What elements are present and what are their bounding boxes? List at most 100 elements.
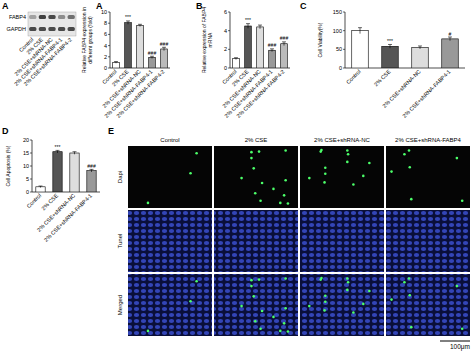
column-label: 2% CSE+shRNA-FABP4	[395, 137, 462, 143]
tunel-spot	[408, 277, 411, 280]
x-tick-label: 2% CSE+shRNA-FABP4-1	[103, 68, 153, 118]
tunel-spot	[461, 199, 464, 202]
significance: #	[449, 31, 452, 37]
tunel-spot	[403, 281, 406, 284]
band	[68, 27, 75, 31]
micrograph	[300, 210, 384, 272]
western-blot: FABP4GAPDHControl2% CSE2% CSE+shRNA-NC2%…	[2, 1, 76, 87]
y-tick	[108, 34, 110, 35]
bar	[382, 46, 399, 68]
error-bar	[114, 62, 118, 64]
error-cap	[418, 45, 422, 46]
error-bar	[358, 28, 362, 34]
tunel-spot	[410, 198, 413, 201]
tunel-spot	[346, 289, 349, 292]
error-bar	[138, 24, 142, 26]
tunel-spot	[250, 279, 253, 282]
row-label: Merged	[117, 295, 123, 315]
band	[58, 27, 65, 31]
error-bar	[126, 21, 130, 24]
tunel-spot	[254, 192, 257, 195]
tunel-spot	[258, 150, 261, 153]
x-tick-label: 2% CSE+shRNA-FABP4-1	[43, 192, 93, 242]
error-line	[284, 42, 285, 46]
tunel-spot	[284, 149, 287, 152]
tunel-spot	[323, 181, 326, 184]
tunel-spot	[346, 149, 349, 152]
bar-chart: D05101520Cell Apoptosis (%)Control***2% …	[2, 126, 100, 243]
significance: ###	[268, 42, 277, 48]
tunel-spot	[147, 330, 150, 333]
tunel-spot	[352, 311, 355, 314]
y-tick-label: 0	[224, 65, 227, 71]
tunel-spot	[189, 300, 192, 303]
tunel-spot	[319, 150, 322, 153]
y-axis-label: different groups (fold)	[87, 16, 93, 64]
tunel-spot	[408, 294, 411, 297]
micrograph	[128, 146, 212, 208]
tunel-spot	[403, 153, 406, 156]
error-bar	[73, 152, 77, 155]
x-tick-label: 2% CSE+shRNA-FABP4-1	[223, 68, 273, 118]
y-tick-label: 6	[104, 31, 107, 37]
error-line	[360, 28, 361, 34]
column-label: 2% CSE	[245, 137, 268, 143]
tunel-spot	[261, 182, 264, 185]
significance: ***	[387, 38, 393, 44]
y-tick-label: 0	[339, 65, 342, 71]
tunel-spot	[324, 172, 327, 175]
y-tick-label: 10	[101, 9, 107, 15]
y-tick	[30, 192, 32, 193]
tunel-spot	[259, 199, 262, 202]
tunel-spot	[362, 175, 365, 178]
tunel-spot	[323, 309, 326, 312]
tunel-spot	[408, 166, 411, 169]
error-cap	[90, 169, 94, 170]
y-tick-label: 0	[26, 189, 29, 195]
error-bar	[270, 49, 274, 52]
error-line	[128, 21, 129, 24]
error-cap	[270, 48, 274, 49]
error-cap	[162, 47, 166, 48]
tunel-spot	[252, 167, 255, 170]
bar	[352, 31, 369, 68]
significance: ***	[125, 14, 131, 20]
significance: ###	[87, 163, 96, 169]
y-tick-label: 8	[104, 20, 107, 26]
error-bar	[448, 37, 452, 41]
error-cap	[246, 23, 250, 24]
y-tick	[108, 23, 110, 24]
y-tick-label: 4	[104, 43, 107, 49]
band	[39, 15, 46, 19]
panel-label: C	[300, 1, 307, 11]
tunel-spot	[368, 162, 371, 165]
error-line	[57, 150, 58, 153]
panel-label: E	[108, 126, 114, 136]
tunel-spot	[308, 177, 311, 180]
band	[68, 15, 75, 19]
tunel-spot	[287, 202, 290, 205]
y-tick-label: 10	[23, 163, 29, 169]
micrograph	[214, 274, 298, 336]
error-cap	[56, 150, 60, 151]
tunel-spot	[287, 330, 290, 333]
error-line	[420, 46, 421, 49]
tunel-spot	[283, 322, 286, 325]
tunel-spot	[250, 151, 253, 154]
tunel-spot	[252, 295, 255, 298]
y-tick-label: 2	[104, 54, 107, 60]
tunel-spot	[456, 285, 459, 288]
tunel-spot	[324, 295, 327, 298]
y-axis	[110, 12, 111, 68]
y-tick	[343, 30, 345, 31]
tunel-spot	[408, 149, 411, 152]
lane-label: 2% CSE+shRNA-FABP4-2	[23, 36, 73, 86]
error-bar	[418, 46, 422, 49]
y-tick	[108, 12, 110, 13]
y-tick-label: 5	[26, 176, 29, 182]
tunel-spot	[250, 285, 253, 288]
error-bar	[150, 56, 154, 58]
y-tick	[343, 68, 345, 69]
error-line	[248, 24, 249, 29]
x-tick-label: 2% CSE+shRNA-FABP4-2	[235, 68, 285, 118]
